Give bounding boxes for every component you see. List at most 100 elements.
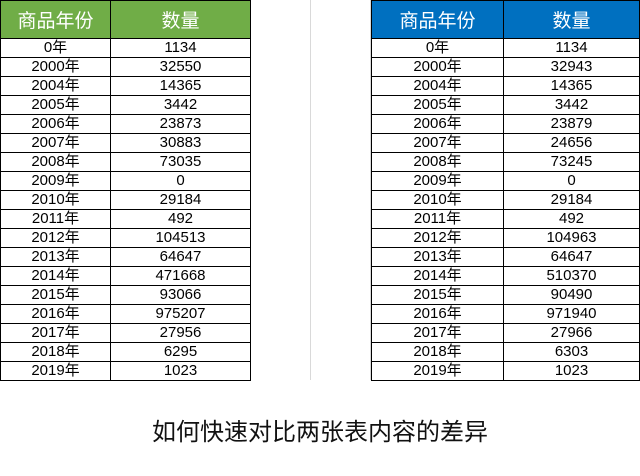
right-table-row: 2015年 90490 <box>371 285 640 305</box>
spreadsheet-area: 商品年份 数量 0年 1134 2000年 32550 2004年 14365 2005年 3… <box>0 0 640 381</box>
right-year-cell[interactable]: 2000年 <box>371 57 504 77</box>
right-qty-cell[interactable]: 1023 <box>503 361 640 381</box>
left-year-cell[interactable]: 2016年 <box>0 304 111 324</box>
right-qty-cell[interactable]: 90490 <box>503 285 640 305</box>
right-qty-cell[interactable]: 0 <box>503 171 640 191</box>
left-year-cell[interactable]: 2009年 <box>0 171 111 191</box>
left-qty-cell[interactable]: 975207 <box>110 304 251 324</box>
right-qty-cell[interactable]: 492 <box>503 209 640 229</box>
left-year-cell[interactable]: 2015年 <box>0 285 111 305</box>
right-table: 商品年份 数量 0年 1134 2000年 32943 2004年 14365 2005年 3… <box>371 0 640 381</box>
right-year-cell[interactable]: 2011年 <box>371 209 504 229</box>
left-year-cell[interactable]: 2011年 <box>0 209 111 229</box>
left-qty-cell[interactable]: 29184 <box>110 190 251 210</box>
left-qty-cell[interactable]: 64647 <box>110 247 251 267</box>
left-qty-cell[interactable]: 30883 <box>110 133 251 153</box>
right-qty-cell[interactable]: 64647 <box>503 247 640 267</box>
grid-line <box>310 0 311 380</box>
right-qty-cell[interactable]: 1134 <box>503 38 640 58</box>
right-qty-cell[interactable]: 510370 <box>503 266 640 286</box>
right-table-row: 2012年 104963 <box>371 228 640 248</box>
left-qty-cell[interactable]: 14365 <box>110 76 251 96</box>
left-table: 商品年份 数量 0年 1134 2000年 32550 2004年 14365 2005年 3… <box>0 0 251 381</box>
right-header-qty[interactable]: 数量 <box>503 0 640 39</box>
left-table-row: 0年 1134 <box>0 38 251 58</box>
right-qty-cell[interactable]: 32943 <box>503 57 640 77</box>
right-year-cell[interactable]: 2007年 <box>371 133 504 153</box>
right-qty-cell[interactable]: 6303 <box>503 342 640 362</box>
right-year-cell[interactable]: 2017年 <box>371 323 504 343</box>
left-year-cell[interactable]: 2017年 <box>0 323 111 343</box>
right-year-cell[interactable]: 2005年 <box>371 95 504 115</box>
left-table-row: 2006年 23873 <box>0 114 251 134</box>
right-year-cell[interactable]: 2010年 <box>371 190 504 210</box>
left-table-row: 2000年 32550 <box>0 57 251 77</box>
left-table-row: 2015年 93066 <box>0 285 251 305</box>
left-qty-cell[interactable]: 6295 <box>110 342 251 362</box>
left-year-cell[interactable]: 2000年 <box>0 57 111 77</box>
left-table-body: 0年 1134 2000年 32550 2004年 14365 2005年 3442 2006年… <box>0 38 251 381</box>
right-qty-cell[interactable]: 23879 <box>503 114 640 134</box>
right-qty-cell[interactable]: 14365 <box>503 76 640 96</box>
right-year-cell[interactable]: 2018年 <box>371 342 504 362</box>
left-header-row: 商品年份 数量 <box>0 0 251 39</box>
left-year-cell[interactable]: 2012年 <box>0 228 111 248</box>
left-qty-cell[interactable]: 0 <box>110 171 251 191</box>
right-year-cell[interactable]: 2006年 <box>371 114 504 134</box>
right-year-cell[interactable]: 2008年 <box>371 152 504 172</box>
left-year-cell[interactable]: 2013年 <box>0 247 111 267</box>
left-qty-cell[interactable]: 23873 <box>110 114 251 134</box>
right-table-row: 2017年 27966 <box>371 323 640 343</box>
left-table-row: 2017年 27956 <box>0 323 251 343</box>
right-header-year[interactable]: 商品年份 <box>371 0 504 39</box>
left-qty-cell[interactable]: 73035 <box>110 152 251 172</box>
right-table-row: 2019年 1023 <box>371 361 640 381</box>
left-year-cell[interactable]: 0年 <box>0 38 111 58</box>
left-year-cell[interactable]: 2014年 <box>0 266 111 286</box>
right-qty-cell[interactable]: 3442 <box>503 95 640 115</box>
left-qty-cell[interactable]: 27956 <box>110 323 251 343</box>
right-qty-cell[interactable]: 104963 <box>503 228 640 248</box>
left-qty-cell[interactable]: 3442 <box>110 95 251 115</box>
right-year-cell[interactable]: 2015年 <box>371 285 504 305</box>
right-year-cell[interactable]: 2014年 <box>371 266 504 286</box>
left-table-row: 2005年 3442 <box>0 95 251 115</box>
right-qty-cell[interactable]: 27966 <box>503 323 640 343</box>
left-year-cell[interactable]: 2018年 <box>0 342 111 362</box>
left-qty-cell[interactable]: 1023 <box>110 361 251 381</box>
right-table-row: 2006年 23879 <box>371 114 640 134</box>
left-table-row: 2018年 6295 <box>0 342 251 362</box>
right-year-cell[interactable]: 2019年 <box>371 361 504 381</box>
right-table-row: 2018年 6303 <box>371 342 640 362</box>
right-year-cell[interactable]: 2004年 <box>371 76 504 96</box>
right-table-row: 0年 1134 <box>371 38 640 58</box>
left-qty-cell[interactable]: 471668 <box>110 266 251 286</box>
left-table-row: 2013年 64647 <box>0 247 251 267</box>
left-qty-cell[interactable]: 1134 <box>110 38 251 58</box>
left-qty-cell[interactable]: 492 <box>110 209 251 229</box>
left-header-qty[interactable]: 数量 <box>110 0 251 39</box>
left-qty-cell[interactable]: 104513 <box>110 228 251 248</box>
right-qty-cell[interactable]: 24656 <box>503 133 640 153</box>
left-year-cell[interactable]: 2004年 <box>0 76 111 96</box>
left-table-row: 2010年 29184 <box>0 190 251 210</box>
right-year-cell[interactable]: 2016年 <box>371 304 504 324</box>
left-year-cell[interactable]: 2010年 <box>0 190 111 210</box>
right-qty-cell[interactable]: 971940 <box>503 304 640 324</box>
right-qty-cell[interactable]: 73245 <box>503 152 640 172</box>
left-year-cell[interactable]: 2019年 <box>0 361 111 381</box>
left-year-cell[interactable]: 2005年 <box>0 95 111 115</box>
left-year-cell[interactable]: 2006年 <box>0 114 111 134</box>
left-header-year[interactable]: 商品年份 <box>0 0 111 39</box>
left-year-cell[interactable]: 2007年 <box>0 133 111 153</box>
right-year-cell[interactable]: 0年 <box>371 38 504 58</box>
right-year-cell[interactable]: 2013年 <box>371 247 504 267</box>
right-year-cell[interactable]: 2012年 <box>371 228 504 248</box>
right-qty-cell[interactable]: 29184 <box>503 190 640 210</box>
left-qty-cell[interactable]: 93066 <box>110 285 251 305</box>
right-year-cell[interactable]: 2009年 <box>371 171 504 191</box>
left-table-row: 2019年 1023 <box>0 361 251 381</box>
left-year-cell[interactable]: 2008年 <box>0 152 111 172</box>
right-header-row: 商品年份 数量 <box>371 0 640 39</box>
left-qty-cell[interactable]: 32550 <box>110 57 251 77</box>
